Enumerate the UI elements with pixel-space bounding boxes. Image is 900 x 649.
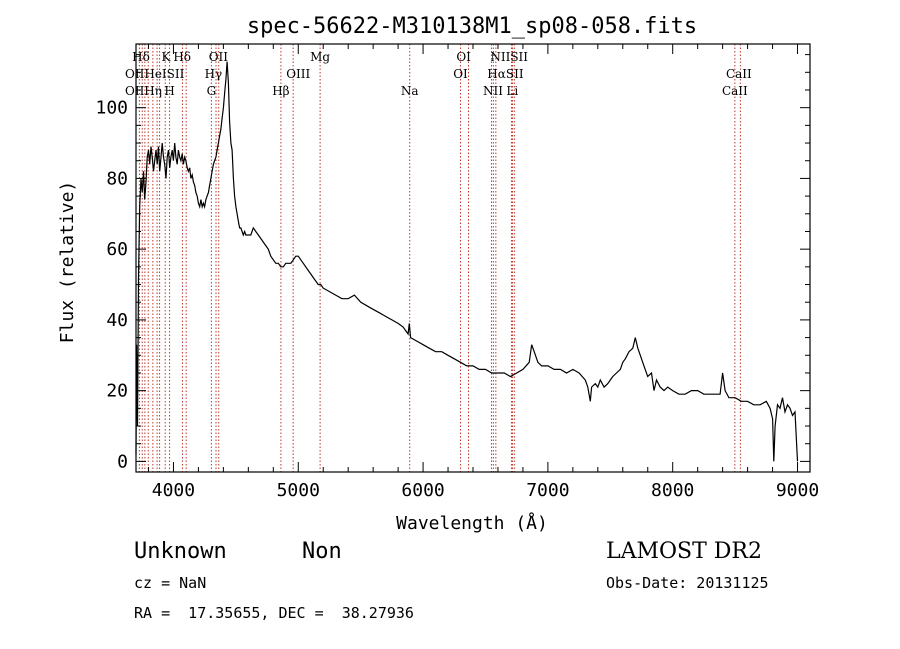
x-axis-label: Wavelength (Å) — [396, 512, 548, 534]
line-label: Li — [506, 84, 518, 98]
y-tick-label: 40 — [106, 310, 128, 331]
line-label: H — [164, 84, 174, 98]
line-label: OI — [453, 67, 468, 81]
x-tick-label: 9000 — [776, 480, 819, 501]
x-tick-label: 6000 — [401, 480, 444, 501]
x-tick-label: 4000 — [152, 480, 195, 501]
line-label: NII — [483, 84, 503, 98]
plot-frame — [135, 43, 811, 473]
spectral-line-markers — [138, 44, 741, 472]
y-tick-label: 80 — [106, 168, 128, 189]
object-class: Unknown — [134, 539, 227, 564]
line-label: OII — [209, 50, 229, 64]
x-tick-label: 8000 — [651, 480, 694, 501]
line-label: OIIHη — [125, 84, 162, 98]
observation-date: Obs-Date: 20131125 — [606, 574, 769, 592]
x-tick-label: 5000 — [277, 480, 320, 501]
line-label: Hβ — [272, 84, 289, 98]
line-label: G — [207, 84, 217, 98]
object-subclass: Non — [302, 539, 342, 564]
y-tick-label: 0 — [117, 451, 128, 472]
line-label: OI — [456, 50, 471, 64]
chart-title: spec-56622-M310138M1_sp08-058.fits — [247, 14, 697, 39]
survey-name: LAMOST DR2 — [606, 539, 762, 564]
line-label: Na — [401, 84, 419, 98]
line-label: OIII — [286, 67, 310, 81]
line-label: Hδ — [173, 50, 191, 64]
line-label: OIIHeISII — [125, 67, 185, 81]
line-label: Mg — [310, 50, 330, 64]
y-tick-label: 60 — [106, 239, 128, 260]
spectrum-series-line — [135, 61, 799, 462]
y-axis-ticks: 0 20 40 60 80 100 — [95, 54, 810, 472]
redshift-value: cz = NaN — [134, 574, 207, 592]
line-label: HαSII — [487, 67, 524, 81]
y-axis-label: Flux (relative) — [57, 181, 78, 344]
x-tick-label: 7000 — [526, 480, 569, 501]
x-axis-ticks: 4000 5000 6000 7000 8000 9000 — [147, 44, 819, 501]
line-label: CaII — [726, 67, 752, 81]
line-label: CaII — [722, 84, 748, 98]
line-label: Hδ — [132, 50, 150, 64]
sky-coordinates: RA = 17.35655, DEC = 38.27936 — [134, 604, 414, 622]
line-label: K — [161, 50, 171, 64]
y-tick-label: 100 — [95, 98, 128, 119]
spectrum-chart: spec-56622-M310138M1_sp08-058.fits Hδ K Hδ… — [57, 14, 819, 534]
line-label: NIISII — [490, 50, 528, 64]
y-tick-label: 20 — [106, 381, 128, 402]
line-label: Hγ — [205, 67, 223, 81]
